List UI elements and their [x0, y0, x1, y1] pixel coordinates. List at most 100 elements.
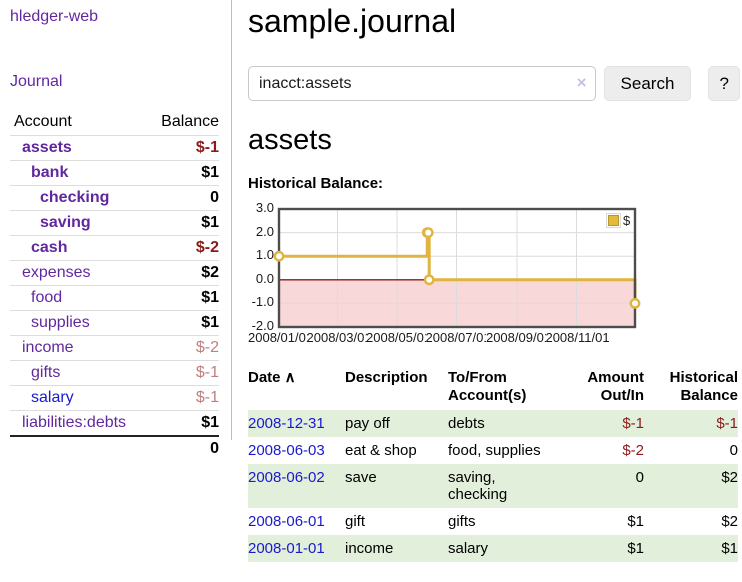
account-balance: 0 — [138, 185, 219, 211]
search-button[interactable]: Search — [603, 66, 692, 101]
sidebar-item-journal[interactable]: Journal — [10, 73, 63, 90]
account-balance: $1 — [138, 410, 219, 436]
main-content: sample.journal × Search ? assets Histori… — [248, 0, 740, 562]
column-header[interactable]: Date ∧ — [248, 369, 296, 386]
accounts-table-header: Account Balance — [10, 110, 219, 136]
account-row: liabilities:debts $1 — [10, 410, 219, 436]
clear-search-icon[interactable]: × — [576, 73, 587, 92]
accounts-cell: gifts — [448, 513, 476, 530]
account-link[interactable]: checking — [40, 189, 110, 206]
table-row: 2008-12-31 pay off debts $-1 $-1 — [248, 410, 738, 437]
amount-cell: 0 — [576, 464, 644, 508]
accounts-cell: food, supplies — [448, 442, 541, 459]
date-link[interactable]: 2008-06-02 — [248, 469, 325, 486]
account-link[interactable]: salary — [31, 389, 74, 406]
search-input[interactable] — [248, 66, 596, 101]
amount-cell: $1 — [627, 513, 644, 530]
balance-cell: $1 — [644, 535, 738, 562]
accounts-total-row: 0 — [10, 435, 219, 461]
balance-cell: $2 — [721, 513, 738, 530]
x-axis-tick-label: 2008/01/01 — [248, 331, 308, 345]
account-row: expenses $2 — [10, 260, 219, 286]
account-balance: $1 — [138, 160, 219, 186]
account-row: gifts $-1 — [10, 360, 219, 386]
account-balance: $1 — [138, 210, 219, 236]
description-cell: eat & shop — [345, 442, 417, 459]
table-row: 2008-06-02 save saving, checking 0 $2 — [248, 464, 738, 508]
description-cell: save — [345, 464, 448, 508]
accounts-cell: debts — [448, 410, 576, 437]
balance-cell: $-1 — [644, 410, 738, 437]
account-link[interactable]: cash — [31, 239, 68, 256]
account-balance: $2 — [138, 260, 219, 286]
date-cell: 2008-06-02 — [248, 464, 345, 508]
y-axis-tick-label: 2.0 — [255, 223, 274, 239]
y-axis-tick-label: 0.0 — [255, 270, 274, 286]
accounts-cell: saving, checking — [448, 464, 576, 508]
date-link[interactable]: 2008-06-03 — [248, 442, 325, 459]
account-row: bank $1 — [10, 160, 219, 186]
account-row: salary $-1 — [10, 385, 219, 411]
date-link[interactable]: 2008-06-01 — [248, 513, 325, 530]
description-cell: income — [345, 535, 448, 562]
account-link[interactable]: gifts — [31, 364, 61, 381]
date-cell: 2008-06-03 — [248, 437, 345, 464]
y-axis-tick-label: -1.0 — [251, 294, 274, 310]
account-balance: $-2 — [138, 335, 219, 361]
account-link[interactable]: liabilities:debts — [22, 414, 127, 431]
account-balance: $-1 — [138, 135, 219, 161]
account-heading: assets — [248, 124, 332, 156]
balance-cell: 0 — [729, 442, 738, 459]
table-row: 2008-06-01 gift gifts $1 $2 — [248, 508, 738, 535]
account-link[interactable]: bank — [31, 164, 69, 181]
date-cell: 2008-06-01 — [248, 508, 345, 535]
account-link[interactable]: supplies — [31, 314, 90, 331]
accounts-table: Account Balance assets $-1 bank $1 check… — [10, 110, 219, 461]
account-balance: $-1 — [138, 385, 219, 411]
help-button[interactable]: ? — [708, 66, 740, 101]
chart-title: Historical Balance: — [248, 175, 384, 192]
column-header[interactable]: Historical Balance — [669, 369, 738, 404]
account-link[interactable]: saving — [40, 214, 91, 231]
account-balance: $1 — [138, 310, 219, 336]
x-axis-tick-label: 2008/05/01 — [366, 331, 427, 345]
balance-cell: $2 — [644, 464, 738, 508]
account-link[interactable]: assets — [22, 139, 72, 156]
date-link[interactable]: 2008-12-31 — [248, 415, 325, 432]
balance-chart: $ 3.0 2.0 1.0 0.0 -1.0 -2.0 2008/01/01 2008/03/… — [248, 200, 688, 351]
account-row: saving $1 — [10, 210, 219, 236]
accounts-total-balance: 0 — [138, 435, 219, 461]
account-link[interactable]: food — [31, 289, 63, 306]
table-row: 2008-01-01 income salary $1 $1 — [248, 535, 738, 562]
x-axis-tick-label: 2008/09/01 — [485, 331, 546, 345]
y-axis-tick-label: 1.0 — [255, 247, 274, 263]
brand-link[interactable]: hledger-web — [10, 8, 99, 25]
date-link[interactable]: 2008-01-01 — [248, 540, 325, 557]
legend-label: $ — [623, 213, 631, 228]
y-axis-tick-label: 3.0 — [255, 200, 274, 215]
column-header[interactable]: To/From Account(s) — [448, 369, 527, 404]
description-cell: gift — [345, 513, 366, 530]
x-axis-tick-label: 2008/11/01 — [545, 331, 610, 345]
amount-cell: $-2 — [622, 442, 644, 459]
sidebar: hledger-web Journal Account Balance asse… — [0, 0, 232, 461]
column-header[interactable]: Description — [345, 369, 428, 386]
x-axis-tick-label: 2008/07/01 — [425, 331, 486, 345]
accounts-cell: salary — [448, 535, 576, 562]
register-table: Date ∧ Description To/From Account(s) Amount… — [248, 367, 738, 562]
table-row: 2008-06-03 eat & shop food, supplies $-2… — [248, 437, 738, 464]
account-row: income $-2 — [10, 335, 219, 361]
amount-cell: $-1 — [576, 410, 644, 437]
column-header[interactable]: Amount Out/In — [587, 369, 644, 404]
account-balance: $-2 — [138, 235, 219, 261]
page-title: sample.journal — [248, 3, 457, 39]
date-cell: 2008-01-01 — [248, 535, 345, 562]
account-link[interactable]: income — [22, 339, 74, 356]
x-axis-tick-label: 2008/03/01 — [306, 331, 367, 345]
accounts-table-body: assets $-1 bank $1 checking 0 saving $1 … — [10, 135, 219, 436]
date-cell: 2008-12-31 — [248, 410, 345, 437]
account-balance: $1 — [138, 285, 219, 311]
account-row: cash $-2 — [10, 235, 219, 261]
account-link[interactable]: expenses — [22, 264, 91, 281]
search-form: × Search ? — [248, 66, 740, 101]
